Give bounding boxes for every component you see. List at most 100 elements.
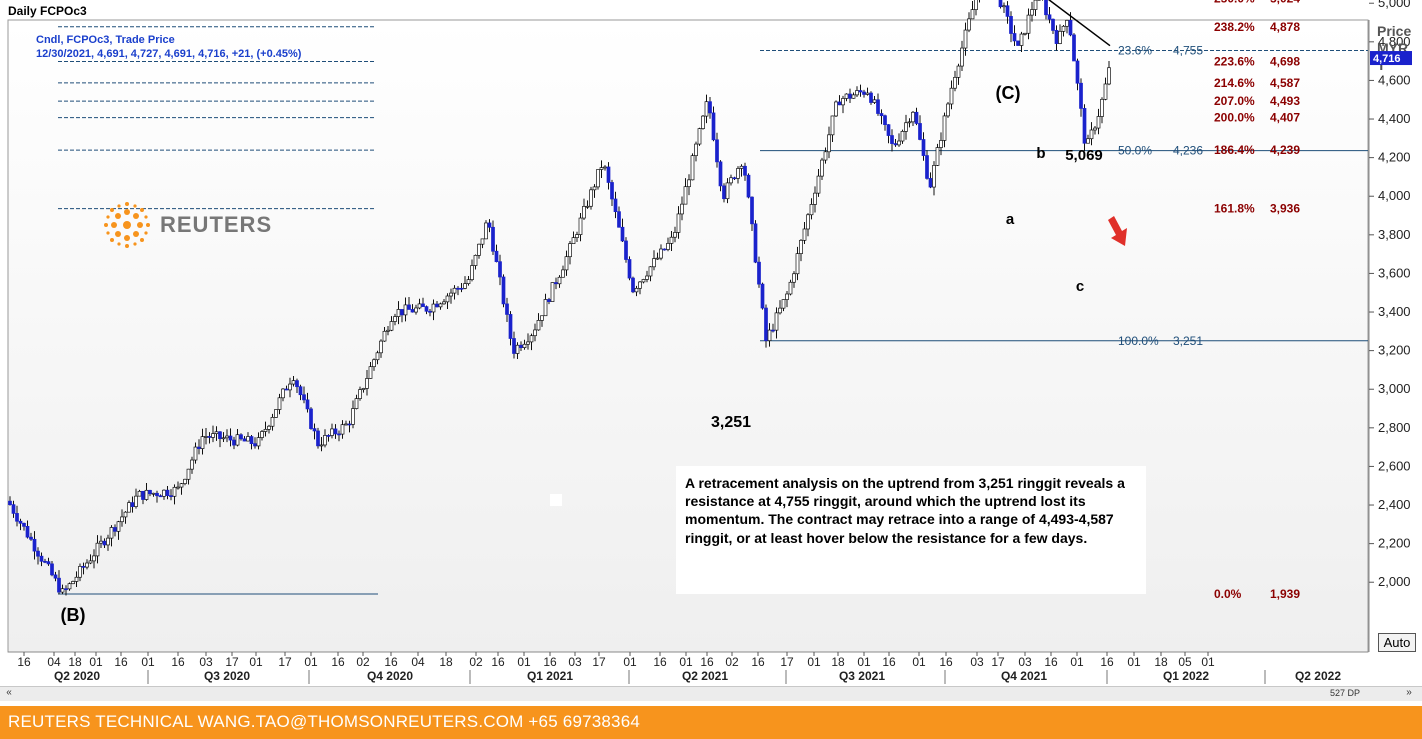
candle-body: [365, 378, 369, 389]
candle: [267, 424, 271, 434]
candle: [25, 520, 30, 539]
candle-body: [456, 287, 460, 290]
candle-body: [67, 583, 72, 590]
candle-body: [137, 490, 142, 497]
candle: [865, 87, 870, 96]
candle-body: [1065, 19, 1069, 27]
fib-blue-value: 4,755: [1173, 44, 1203, 58]
candle-body: [613, 198, 618, 213]
candle-body: [655, 257, 660, 260]
candle-body: [179, 483, 184, 488]
candle-body: [452, 287, 457, 294]
candle-body: [673, 232, 677, 238]
candle: [578, 212, 583, 242]
candle: [193, 442, 198, 464]
time-scrollbar[interactable]: [0, 686, 1422, 701]
candle-body: [22, 522, 26, 527]
scroll-left-icon[interactable]: «: [6, 687, 12, 698]
candle-body: [522, 343, 527, 348]
candle: [1044, 0, 1048, 20]
candle-body: [652, 258, 656, 268]
candle: [365, 369, 369, 396]
candle-body: [442, 301, 446, 305]
candle: [99, 535, 103, 549]
candle-body: [571, 237, 576, 244]
candle-body: [333, 428, 338, 435]
candle-body: [736, 168, 740, 179]
candle: [519, 341, 523, 351]
candle: [466, 276, 471, 286]
candle: [1079, 78, 1083, 117]
candle-body: [207, 436, 212, 438]
auto-scale-button[interactable]: Auto: [1378, 633, 1416, 652]
candle-body: [1093, 127, 1097, 131]
candle-body: [970, 9, 975, 20]
candle: [200, 428, 205, 455]
candle: [1030, 1, 1034, 22]
x-day-label: 16: [939, 655, 953, 669]
fib-red-label: 161.8% 3,936: [1214, 202, 1300, 216]
candle: [652, 250, 656, 271]
candle: [256, 432, 261, 450]
x-day-label: 03: [199, 655, 213, 669]
candle: [862, 89, 866, 98]
candle-body: [967, 18, 971, 31]
wave-label: a: [1006, 211, 1015, 228]
candle: [746, 173, 751, 199]
candle: [711, 106, 716, 142]
candle-body: [676, 213, 681, 233]
candle-body: [498, 261, 502, 278]
candle: [8, 496, 12, 506]
x-day-label: 16: [700, 655, 714, 669]
x-day-label: 18: [439, 655, 453, 669]
candle: [946, 101, 950, 118]
wave-label: (C): [996, 83, 1021, 103]
candle: [491, 220, 495, 255]
candle-body: [554, 282, 558, 285]
x-day-label: 04: [47, 655, 61, 669]
candle-body: [288, 383, 292, 391]
fib-red-pct: 238.2%: [1214, 20, 1255, 34]
candle-body: [260, 431, 264, 438]
candle: [687, 174, 691, 196]
x-day-label: 02: [725, 655, 739, 669]
candle: [907, 118, 912, 128]
analysis-comment: A retracement analysis on the uptrend fr…: [685, 475, 1125, 546]
candle: [340, 420, 345, 439]
candle-body: [284, 388, 289, 391]
scroll-right-icon[interactable]: »: [1406, 687, 1412, 698]
candle-body: [358, 389, 362, 399]
candle: [211, 425, 215, 443]
candle-body: [480, 238, 485, 245]
candle: [753, 220, 758, 264]
candle-body: [102, 540, 107, 546]
candle-body: [410, 309, 415, 313]
candle-body: [1068, 19, 1073, 36]
candle-body: [963, 29, 968, 49]
price-axis-label: Price: [1377, 23, 1411, 39]
candle: [85, 559, 89, 570]
candle: [60, 584, 65, 595]
y-tick-label: 3,200: [1378, 343, 1411, 358]
candle: [669, 231, 674, 251]
candle: [1012, 25, 1017, 46]
fib-red-label: 223.6% 4,698: [1214, 55, 1300, 69]
candle: [508, 311, 513, 346]
candle: [848, 88, 852, 104]
fib-red-label: 250.0% 5,024: [1214, 0, 1300, 6]
candle-body: [43, 560, 47, 563]
candle-body: [939, 140, 943, 148]
candle: [144, 482, 149, 501]
candle: [43, 558, 47, 564]
candle: [400, 309, 404, 323]
candle-body: [820, 159, 824, 177]
candle-body: [935, 147, 940, 166]
candle: [71, 580, 75, 585]
x-day-label: 03: [1018, 655, 1032, 669]
candle: [456, 286, 460, 296]
candle-body: [648, 266, 653, 277]
candle: [1026, 8, 1031, 40]
candle: [785, 291, 789, 308]
candle-body: [928, 178, 933, 188]
